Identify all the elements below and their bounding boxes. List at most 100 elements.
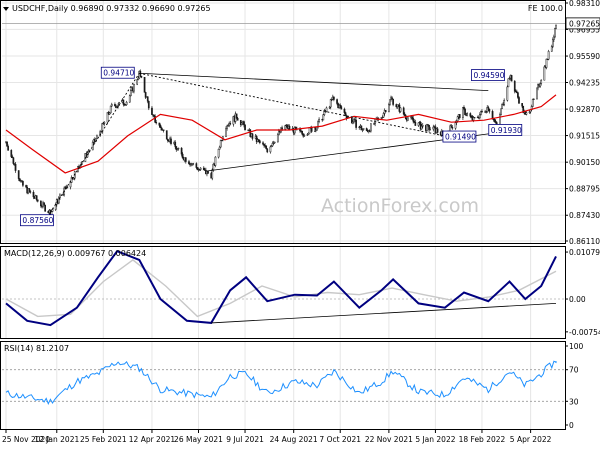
candle-body: [146, 96, 149, 102]
candle-body: [265, 145, 268, 150]
candle-body: [211, 169, 214, 179]
candle-body: [25, 185, 27, 188]
candle-body: [32, 191, 35, 198]
candle-body: [318, 118, 320, 122]
trendline: [139, 72, 489, 91]
candle-body: [81, 161, 84, 165]
candle-body: [136, 79, 139, 85]
candle-body: [428, 125, 430, 131]
candle-body: [263, 143, 265, 146]
candle-body: [330, 99, 333, 101]
candle-body: [310, 127, 313, 132]
candle-body: [388, 104, 390, 113]
candle-body: [241, 122, 243, 125]
price-y-tick-label: 0.86110: [569, 237, 600, 246]
candle-body: [162, 129, 165, 131]
candle-body: [227, 124, 229, 127]
candle-body: [70, 177, 73, 183]
candle-body: [284, 125, 287, 130]
candle-body: [536, 87, 538, 100]
candle-body: [87, 151, 90, 154]
x-tick-label: 26 May 2021: [174, 435, 223, 444]
macd-header: MACD(12,26,9) 0.009767 0.006424: [4, 249, 146, 258]
macd-line: [5, 249, 557, 327]
candle-body: [12, 157, 15, 164]
price-y-tick-label: 0.92870: [569, 105, 600, 114]
candle-body: [153, 115, 155, 117]
candle-body: [122, 99, 125, 105]
candle-body: [389, 99, 391, 105]
current-price-label: 0.97265: [569, 19, 600, 28]
candle-body: [40, 200, 42, 207]
candle-body: [110, 104, 113, 107]
candle-body: [192, 163, 195, 165]
candle-body: [354, 119, 356, 121]
candle-body: [458, 114, 461, 118]
candle-body: [272, 142, 275, 144]
candle-body: [392, 98, 394, 105]
candle-body: [35, 195, 38, 201]
candle-body: [262, 142, 264, 145]
x-tick-label: 5 Jan 2022: [415, 435, 455, 444]
candle-body: [217, 148, 220, 158]
candle-body: [488, 109, 491, 112]
candle-body: [491, 111, 494, 120]
candle-body: [481, 110, 483, 113]
candle-body: [554, 28, 556, 38]
candle-body: [462, 106, 464, 118]
candle-body: [160, 127, 163, 131]
candle-body: [301, 130, 304, 135]
corner-label: FE 100.0: [528, 4, 563, 13]
candle-body: [271, 143, 274, 147]
candle-body: [276, 134, 279, 143]
candle-body: [528, 111, 531, 113]
candle-body: [188, 161, 190, 165]
candle-body: [257, 139, 260, 142]
candle-body: [358, 126, 361, 128]
candle-body: [196, 167, 199, 171]
candle-body: [128, 95, 131, 103]
candle-body: [339, 104, 342, 107]
candle-body: [413, 120, 416, 123]
candle-body: [303, 135, 306, 137]
candle-body: [391, 97, 393, 100]
candle-body: [114, 104, 116, 107]
candle-body: [494, 121, 497, 123]
candle-body: [59, 194, 61, 199]
candle-body: [531, 99, 534, 107]
candle-body: [419, 121, 422, 130]
rsi-layer: [2, 360, 565, 405]
candle-body: [155, 122, 158, 124]
x-tick-label: 7 Oct 2021: [319, 435, 361, 444]
annotation-label: 0.91930: [491, 126, 522, 135]
candle-body: [480, 110, 482, 115]
annotation-label: 0.94590: [473, 71, 504, 80]
watermark-layer: ActionForex.com: [321, 195, 479, 217]
candle-body: [344, 112, 347, 117]
candle-body: [514, 91, 517, 93]
candle-body: [456, 116, 459, 122]
candle-body: [175, 146, 178, 150]
candle-body: [553, 36, 555, 40]
candle-body: [166, 139, 169, 141]
candle-body: [133, 83, 135, 92]
candle-body: [144, 92, 147, 98]
candle-body: [325, 107, 328, 112]
rsi-header: RSI(14) 81.2107: [4, 344, 69, 353]
candle-body: [270, 145, 273, 148]
candle-body: [469, 113, 472, 117]
candle-body: [353, 119, 355, 123]
candle-body: [174, 141, 177, 147]
candle-body: [207, 171, 209, 174]
macd-y-tick-label: 0.010797: [569, 248, 600, 257]
candle-body: [13, 163, 16, 165]
candle-body: [58, 197, 60, 204]
candle-body: [336, 99, 338, 104]
candle-body: [219, 140, 222, 148]
x-tick-label: 25 Nov 2020: [2, 435, 50, 444]
price-y-tick-label: 0.94235: [569, 78, 600, 87]
candle-body: [72, 177, 75, 180]
rsi-y-tick-label: 100: [569, 342, 584, 351]
candle-body: [532, 98, 535, 100]
